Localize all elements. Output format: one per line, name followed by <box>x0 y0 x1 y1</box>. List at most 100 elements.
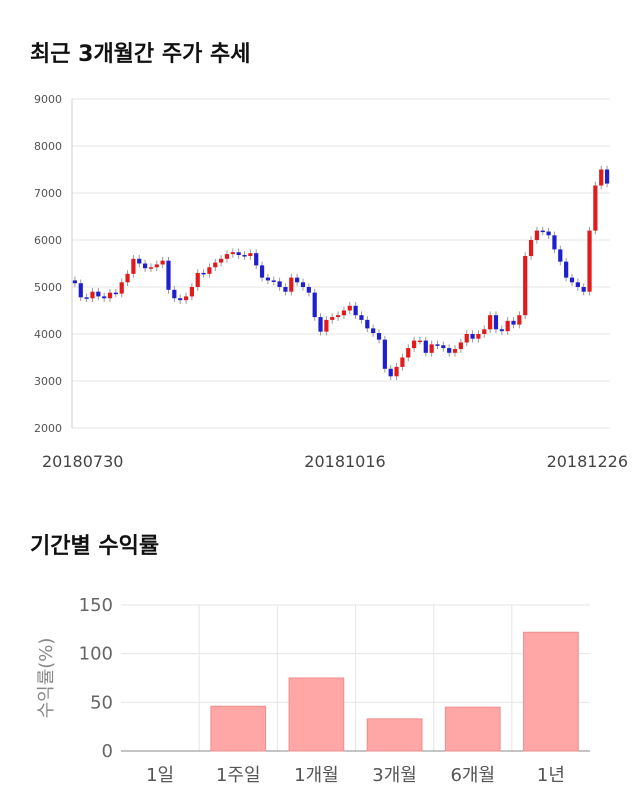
candle-body <box>90 291 95 299</box>
candle-body <box>546 231 551 236</box>
candle-body <box>347 305 352 311</box>
candle-body <box>441 345 446 349</box>
candle-body <box>300 282 306 287</box>
y-tick-label: 9000 <box>34 93 62 106</box>
candle-body <box>599 169 604 186</box>
candle-body <box>517 315 522 325</box>
candle-body <box>102 296 107 299</box>
candle-body <box>72 280 78 284</box>
candle-body <box>552 235 557 250</box>
x-tick-label: 20180730 <box>42 452 123 471</box>
candle-body <box>604 169 610 184</box>
candle-body <box>376 333 382 340</box>
y-tick-label: 5000 <box>34 281 62 294</box>
y-axis-label: 수익률(%) <box>36 638 57 719</box>
candle-body <box>330 317 335 320</box>
candle-body <box>353 305 358 316</box>
candle-body <box>435 344 440 346</box>
returns-title: 기간별 수익률 <box>30 534 160 559</box>
candle-body <box>178 298 183 301</box>
candle-body <box>189 287 194 297</box>
candle-body <box>96 291 101 297</box>
candle-body <box>447 348 452 353</box>
x-tick-label: 1일 <box>146 765 174 786</box>
candle-body <box>119 282 124 294</box>
candle-body <box>371 328 376 334</box>
candle-body <box>195 272 200 287</box>
candle-body <box>137 258 142 264</box>
candle-body <box>429 344 434 353</box>
candle-body <box>259 265 265 278</box>
candle-body <box>107 292 113 299</box>
candle-body <box>558 249 563 262</box>
candle-body <box>154 264 159 268</box>
price-trend-chart: 2000 3000 4000 5000 6000 7000 8000 9000 20180730… <box>34 93 628 471</box>
y-tick-label: 8000 <box>34 140 62 153</box>
bar <box>523 631 579 752</box>
candle-body <box>359 315 364 320</box>
y-tick-label: 100 <box>79 644 113 665</box>
candle-body <box>265 277 271 281</box>
candle-body <box>78 283 83 298</box>
candle-body <box>482 329 487 334</box>
candle-body <box>271 280 276 282</box>
bar <box>288 677 345 752</box>
candle-body <box>230 252 235 255</box>
candle-body <box>505 320 510 332</box>
x-tick-label: 3개월 <box>372 765 417 786</box>
candle-body <box>365 319 370 329</box>
x-tick-label: 20181226 <box>547 452 628 471</box>
candle-body <box>277 281 282 287</box>
y-tick-label: 4000 <box>34 328 62 341</box>
candle-body <box>289 277 294 292</box>
candle-body <box>224 254 230 259</box>
candle-body <box>488 315 493 330</box>
candle-body <box>242 255 247 257</box>
candle-body <box>341 310 347 316</box>
candle-body <box>534 230 540 240</box>
candle-body <box>394 366 399 377</box>
candle-body <box>172 289 177 299</box>
candle-body <box>523 255 528 316</box>
candle-body <box>569 277 575 283</box>
candle-body <box>236 252 241 256</box>
candle-body <box>318 317 323 332</box>
candle-body <box>148 267 154 269</box>
candle-body <box>335 315 341 318</box>
candle-body <box>84 297 89 299</box>
candle-body <box>464 334 469 343</box>
candle-body <box>283 287 288 292</box>
candle-body <box>131 258 136 274</box>
candle-body <box>476 334 481 339</box>
candle-body <box>470 334 475 339</box>
x-tick-label: 1개월 <box>294 765 339 786</box>
candle-body <box>324 319 329 332</box>
candle-body <box>113 292 118 295</box>
candle-body <box>166 260 171 290</box>
candle-body <box>511 320 516 325</box>
y-tick-label: 2000 <box>34 422 62 435</box>
bar <box>210 705 267 752</box>
candle-body <box>183 296 189 301</box>
candle-body <box>587 230 592 292</box>
candle-body <box>564 261 569 278</box>
candle-body <box>219 258 224 263</box>
candle-body <box>493 315 499 330</box>
bar <box>444 706 501 752</box>
x-tick-label: 1주일 <box>216 765 261 786</box>
candle-body <box>254 253 259 266</box>
y-tick-label: 0 <box>102 741 113 762</box>
candle-body <box>452 349 458 353</box>
price-trend-title: 최근 3개월간 주가 추세 <box>30 42 251 67</box>
candle-body <box>540 230 545 233</box>
candle-body <box>593 185 598 231</box>
candle-body <box>160 260 165 265</box>
x-tick-label: 20181016 <box>304 452 385 471</box>
candle-body <box>207 267 212 274</box>
candle-body <box>423 340 428 353</box>
returns-chart: 0 50 100 150 1일 1주일 1개월 3개월 6개월 1년 수익률(%) <box>36 595 590 786</box>
candle-body <box>411 340 417 349</box>
candle-body <box>499 329 504 332</box>
candle-body <box>312 292 317 318</box>
y-tick-label: 150 <box>79 595 113 616</box>
